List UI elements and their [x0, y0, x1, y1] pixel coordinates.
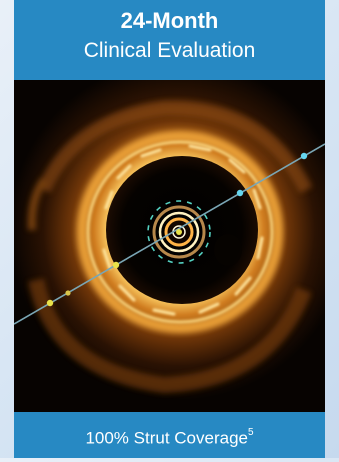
oct-image-svg	[14, 80, 325, 412]
stent-struts	[102, 144, 264, 316]
card-header: 24-Month Clinical Evaluation	[14, 0, 325, 80]
card-footer: 100% Strut Coverage5	[14, 412, 325, 458]
measurement-markers	[46, 152, 308, 307]
oct-image	[14, 80, 325, 412]
intima-highlight	[86, 140, 274, 324]
tissue-texture	[27, 100, 313, 394]
wire-shadow	[214, 234, 242, 266]
header-title: 24-Month	[120, 8, 219, 33]
intima-ring	[77, 131, 283, 333]
footer-reference: 5	[247, 427, 254, 438]
header-subtitle: Clinical Evaluation	[83, 39, 256, 62]
footer-caption: 100% Strut Coverage	[85, 428, 248, 448]
evaluation-card: 24-Month Clinical Evaluation	[14, 0, 325, 458]
